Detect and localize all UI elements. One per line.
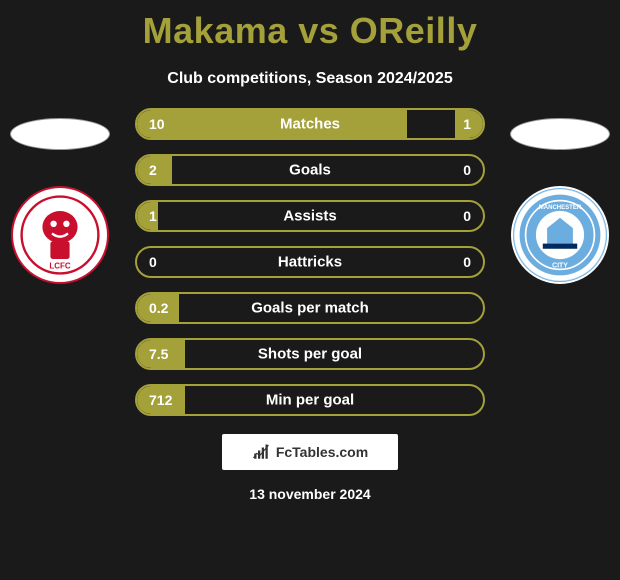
mcfc-crest-icon: MANCHESTER CITY xyxy=(517,192,603,278)
stat-row: 2 Goals 0 xyxy=(135,154,485,186)
stat-row: 0.2 Goals per match xyxy=(135,292,485,324)
subtitle: Club competitions, Season 2024/2025 xyxy=(0,70,620,88)
stat-label: Matches xyxy=(280,116,340,133)
stat-label: Assists xyxy=(283,208,336,225)
stat-label: Shots per goal xyxy=(258,346,362,363)
left-player-col: LCFC xyxy=(10,118,110,284)
stat-row: 712 Min per goal xyxy=(135,384,485,416)
stat-row: 10 Matches 1 xyxy=(135,108,485,140)
club-badge-left: LCFC xyxy=(11,186,109,284)
stat-value-left: 2 xyxy=(149,162,157,178)
stat-row: 0 Hattricks 0 xyxy=(135,246,485,278)
stat-value-left: 7.5 xyxy=(149,346,168,362)
right-player-col: MANCHESTER CITY xyxy=(510,118,610,284)
fctables-label: FcTables.com xyxy=(276,444,368,460)
stat-value-left: 0.2 xyxy=(149,300,168,316)
compare-area: LCFC MANCHESTER CITY 10 Matches 1 2 Goals 0 1 A… xyxy=(0,108,620,416)
stat-value-right: 1 xyxy=(463,116,471,132)
flag-icon xyxy=(510,118,610,150)
fctables-badge[interactable]: FcTables.com xyxy=(222,434,398,470)
stat-value-left: 0 xyxy=(149,254,157,270)
page-title: Makama vs OReilly xyxy=(0,0,620,52)
stat-value-right: 0 xyxy=(463,162,471,178)
stat-label: Min per goal xyxy=(266,392,354,409)
flag-icon xyxy=(10,118,110,150)
stat-value-right: 0 xyxy=(463,208,471,224)
svg-text:LCFC: LCFC xyxy=(49,262,71,271)
stat-bars: 10 Matches 1 2 Goals 0 1 Assists 0 0 Hattricks 0 0.2… xyxy=(135,108,485,416)
stat-fill-left xyxy=(137,110,407,138)
stat-value-left: 10 xyxy=(149,116,165,132)
stat-label: Goals per match xyxy=(251,300,369,317)
stat-value-left: 712 xyxy=(149,392,172,408)
stat-row: 1 Assists 0 xyxy=(135,200,485,232)
stat-label: Hattricks xyxy=(278,254,342,271)
stat-row: 7.5 Shots per goal xyxy=(135,338,485,370)
svg-text:MANCHESTER: MANCHESTER xyxy=(539,205,582,211)
stat-value-left: 1 xyxy=(149,208,157,224)
chart-icon xyxy=(252,443,270,461)
stat-label: Goals xyxy=(289,162,331,179)
svg-text:CITY: CITY xyxy=(552,263,568,270)
date-label: 13 november 2024 xyxy=(0,486,620,502)
lincoln-crest-icon: LCFC xyxy=(20,195,100,275)
club-badge-right: MANCHESTER CITY xyxy=(511,186,609,284)
stat-value-right: 0 xyxy=(463,254,471,270)
